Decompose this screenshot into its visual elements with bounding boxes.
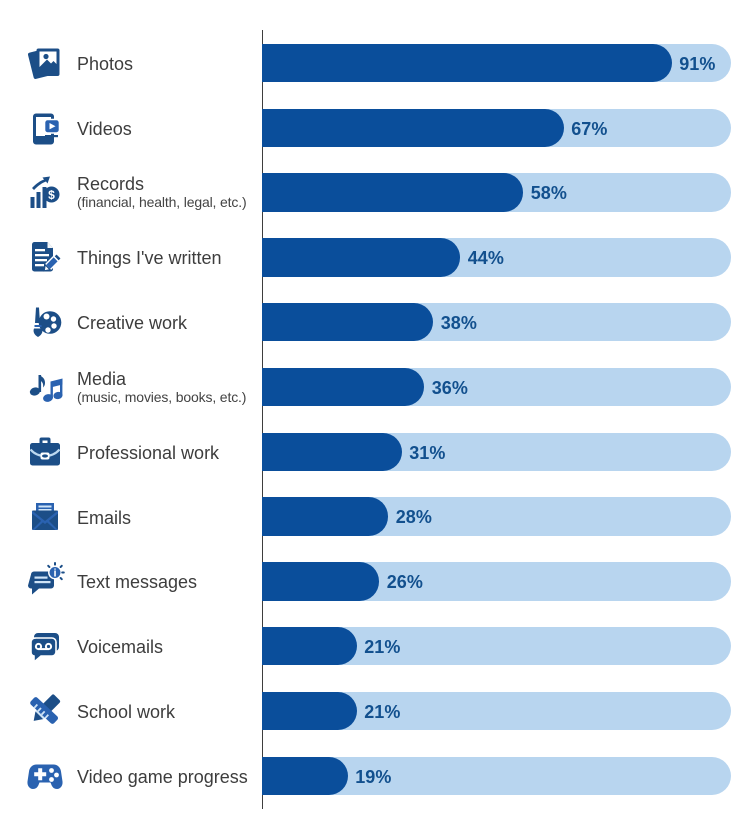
svg-text:i: i — [53, 568, 56, 580]
svg-text:$: $ — [48, 188, 55, 202]
